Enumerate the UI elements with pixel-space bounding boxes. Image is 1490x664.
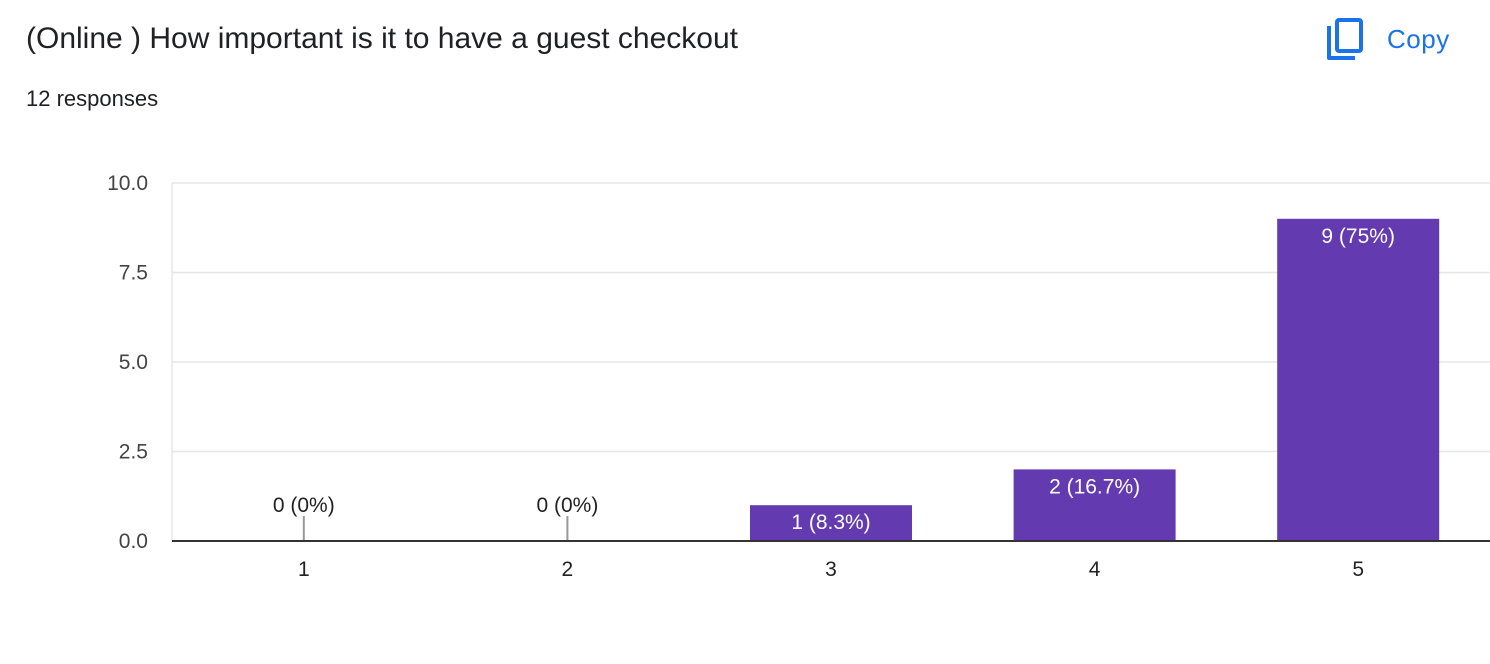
- y-tick-label: 5.0: [119, 351, 148, 374]
- x-tick-label: 5: [1352, 558, 1364, 581]
- x-tick-label: 4: [1089, 558, 1101, 581]
- copy-button[interactable]: Copy: [1322, 14, 1472, 64]
- x-tick-label: 3: [825, 558, 837, 581]
- y-tick-label: 0.0: [119, 530, 148, 553]
- data-label: 9 (75%): [1321, 225, 1395, 248]
- bar: [1013, 469, 1176, 541]
- response-count: 12 responses: [26, 86, 159, 111]
- x-tick-label: 1: [298, 558, 310, 581]
- copy-icon: [1326, 17, 1366, 61]
- x-tick-label: 2: [562, 558, 574, 581]
- bar: [750, 505, 912, 541]
- question-title: (Online ) How important is it to have a …: [26, 22, 739, 55]
- copy-button-label: Copy: [1387, 23, 1450, 54]
- data-label: 2 (16.7%): [1049, 475, 1140, 498]
- data-label: 0 (0%): [273, 494, 335, 517]
- y-tick-label: 2.5: [119, 441, 148, 464]
- data-label: 0 (0%): [536, 494, 598, 517]
- data-label: 1 (8.3%): [791, 511, 870, 534]
- y-tick-label: 10.0: [107, 172, 148, 195]
- bar: [1277, 218, 1440, 542]
- y-tick-label: 7.5: [119, 262, 148, 285]
